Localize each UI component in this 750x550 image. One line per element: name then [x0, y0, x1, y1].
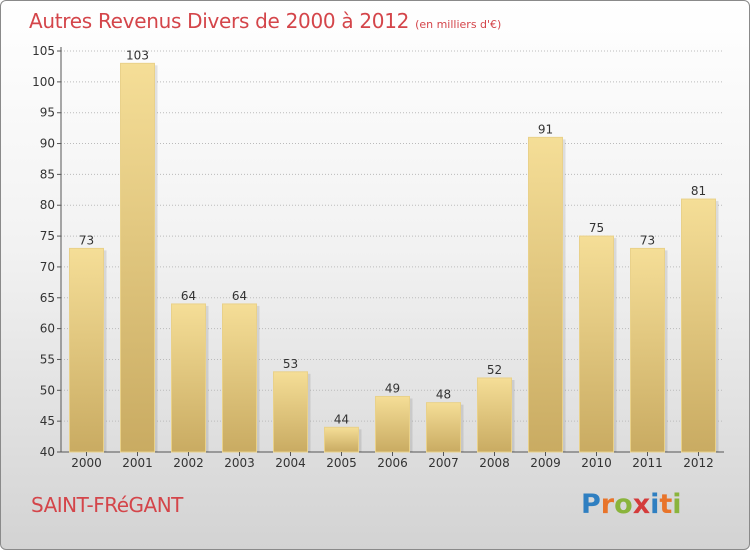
- bar: [579, 235, 614, 453]
- bar: [375, 395, 410, 453]
- y-tick-label: 75: [40, 229, 55, 243]
- bar-value-label: 48: [436, 388, 451, 402]
- bar-value-label: 81: [691, 184, 706, 198]
- bar-value-label: 73: [79, 233, 94, 247]
- x-tick-label: 2000: [71, 456, 102, 470]
- bar-value-label: 75: [589, 221, 604, 235]
- bar: [426, 402, 461, 453]
- bar-value-label: 64: [232, 289, 247, 303]
- y-tick-label: 80: [40, 198, 55, 212]
- y-tick-label: 40: [40, 445, 55, 459]
- bar-value-label: 73: [640, 233, 655, 247]
- bar: [222, 303, 257, 453]
- y-tick-label: 60: [40, 322, 55, 336]
- bar: [171, 303, 206, 453]
- bar: [324, 426, 359, 453]
- bar: [630, 247, 665, 453]
- y-tick-label: 70: [40, 260, 55, 274]
- chart-subtitle: (en milliers d'€): [415, 18, 502, 31]
- bar: [681, 198, 716, 453]
- y-tick-label: 95: [40, 106, 55, 120]
- x-tick-label: 2009: [530, 456, 561, 470]
- y-tick-label: 65: [40, 291, 55, 305]
- y-tick-label: 85: [40, 167, 55, 181]
- x-tick-label: 2004: [275, 456, 306, 470]
- x-tick-label: 2008: [479, 456, 510, 470]
- bar-value-label: 53: [283, 357, 298, 371]
- x-tick-label: 2002: [173, 456, 204, 470]
- bar-value-label: 103: [126, 48, 149, 62]
- bar: [273, 371, 308, 453]
- title-row: Autres Revenus Divers de 2000 à 2012 (en …: [29, 9, 501, 33]
- y-tick-label: 100: [32, 75, 55, 89]
- x-tick-label: 2007: [428, 456, 459, 470]
- logo-letter: i: [650, 489, 660, 520]
- bar-value-label: 64: [181, 289, 196, 303]
- logo-letter: x: [632, 489, 651, 520]
- bar-value-label: 52: [487, 363, 502, 377]
- logo-letter: r: [600, 489, 615, 520]
- x-tick-label: 2001: [122, 456, 153, 470]
- y-tick-label: 55: [40, 352, 55, 366]
- logo-letter: o: [614, 489, 633, 520]
- y-tick-label: 45: [40, 414, 55, 428]
- logo-letter: i: [672, 489, 682, 520]
- x-tick-label: 2012: [683, 456, 714, 470]
- y-tick-label: 90: [40, 137, 55, 151]
- x-tick-label: 2011: [632, 456, 663, 470]
- logo-letter: t: [659, 489, 673, 520]
- commune-name: SAINT-FRéGANT: [31, 493, 183, 517]
- x-tick-label: 2003: [224, 456, 255, 470]
- x-tick-labels: 2000 2001 2002 2003 2004 2005 2006 2007 2008 2009…: [71, 452, 714, 470]
- bar: [69, 247, 104, 453]
- bar: [120, 62, 155, 453]
- chart-title: Autres Revenus Divers de 2000 à 2012: [29, 9, 410, 33]
- bar: [477, 377, 512, 453]
- y-tick-label: 50: [40, 383, 55, 397]
- x-tick-label: 2006: [377, 456, 408, 470]
- logo-letter: P: [581, 489, 601, 520]
- x-tick-label: 2010: [581, 456, 612, 470]
- value-labels: 73 103 64 64 53 44 49 48 52 91 75 73 81: [79, 48, 706, 426]
- proxiti-logo: Proxiti: [581, 489, 682, 520]
- y-tick-labels: 40 45 50 55 60 65 70 75 80 85 90 95 100 105: [32, 44, 55, 459]
- bar-value-label: 91: [538, 122, 553, 136]
- bar-value-label: 49: [385, 381, 400, 395]
- bar: [528, 136, 563, 453]
- bar-value-label: 44: [334, 412, 349, 426]
- y-tick-label: 105: [32, 44, 55, 58]
- x-tick-label: 2005: [326, 456, 357, 470]
